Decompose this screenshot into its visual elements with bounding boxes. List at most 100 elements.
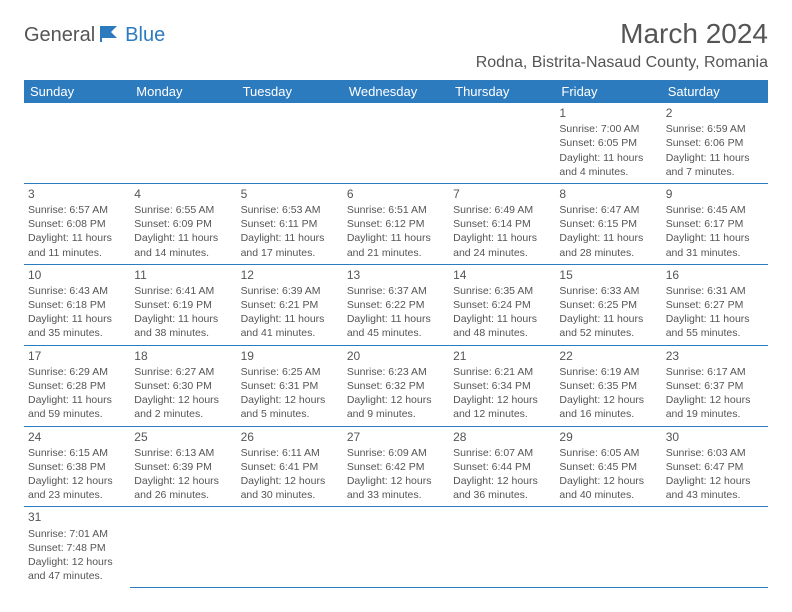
sunrise-text: Sunrise: 6:33 AM — [559, 284, 657, 298]
calendar-cell: 8Sunrise: 6:47 AMSunset: 6:15 PMDaylight… — [555, 183, 661, 264]
sunset-text: Sunset: 6:42 PM — [347, 460, 445, 474]
location-subtitle: Rodna, Bistrita-Nasaud County, Romania — [476, 54, 768, 72]
daylight-text: and 31 minutes. — [666, 246, 764, 260]
calendar-cell: 18Sunrise: 6:27 AMSunset: 6:30 PMDayligh… — [130, 345, 236, 426]
calendar-cell: 16Sunrise: 6:31 AMSunset: 6:27 PMDayligh… — [662, 264, 768, 345]
daylight-text: Daylight: 11 hours — [559, 231, 657, 245]
day-number: 3 — [28, 186, 126, 202]
calendar-row: 31Sunrise: 7:01 AMSunset: 7:48 PMDayligh… — [24, 507, 768, 587]
day-number: 16 — [666, 267, 764, 283]
logo-text-blue: Blue — [125, 24, 165, 47]
daylight-text: Daylight: 11 hours — [241, 231, 339, 245]
daylight-text: Daylight: 11 hours — [134, 231, 232, 245]
sunset-text: Sunset: 6:14 PM — [453, 217, 551, 231]
calendar-cell: 22Sunrise: 6:19 AMSunset: 6:35 PMDayligh… — [555, 345, 661, 426]
daylight-text: Daylight: 11 hours — [666, 312, 764, 326]
day-number: 9 — [666, 186, 764, 202]
sunrise-text: Sunrise: 6:35 AM — [453, 284, 551, 298]
daylight-text: and 23 minutes. — [28, 488, 126, 502]
daylight-text: Daylight: 12 hours — [666, 393, 764, 407]
logo: General Blue — [24, 18, 165, 47]
daylight-text: and 21 minutes. — [347, 246, 445, 260]
day-number: 1 — [559, 105, 657, 121]
daylight-text: Daylight: 12 hours — [347, 474, 445, 488]
calendar-cell: 4Sunrise: 6:55 AMSunset: 6:09 PMDaylight… — [130, 183, 236, 264]
daylight-text: Daylight: 11 hours — [347, 231, 445, 245]
day-number: 17 — [28, 348, 126, 364]
day-number: 30 — [666, 429, 764, 445]
sunrise-text: Sunrise: 6:25 AM — [241, 365, 339, 379]
calendar-head: Sunday Monday Tuesday Wednesday Thursday… — [24, 80, 768, 103]
calendar-cell: 2Sunrise: 6:59 AMSunset: 6:06 PMDaylight… — [662, 103, 768, 183]
daylight-text: and 38 minutes. — [134, 326, 232, 340]
day-number: 29 — [559, 429, 657, 445]
sunrise-text: Sunrise: 6:17 AM — [666, 365, 764, 379]
sunrise-text: Sunrise: 7:00 AM — [559, 122, 657, 136]
daylight-text: Daylight: 11 hours — [28, 393, 126, 407]
sunrise-text: Sunrise: 6:13 AM — [134, 446, 232, 460]
calendar-cell — [555, 507, 661, 587]
title-block: March 2024 Rodna, Bistrita-Nasaud County… — [476, 18, 768, 72]
calendar-cell: 24Sunrise: 6:15 AMSunset: 6:38 PMDayligh… — [24, 426, 130, 507]
calendar-cell — [237, 507, 343, 587]
calendar-cell: 15Sunrise: 6:33 AMSunset: 6:25 PMDayligh… — [555, 264, 661, 345]
sunset-text: Sunset: 6:24 PM — [453, 298, 551, 312]
daylight-text: and 9 minutes. — [347, 407, 445, 421]
daylight-text: and 43 minutes. — [666, 488, 764, 502]
sunset-text: Sunset: 6:21 PM — [241, 298, 339, 312]
calendar-cell: 27Sunrise: 6:09 AMSunset: 6:42 PMDayligh… — [343, 426, 449, 507]
sunrise-text: Sunrise: 6:23 AM — [347, 365, 445, 379]
col-thursday: Thursday — [449, 80, 555, 103]
sunrise-text: Sunrise: 6:59 AM — [666, 122, 764, 136]
sunset-text: Sunset: 6:35 PM — [559, 379, 657, 393]
calendar-cell: 31Sunrise: 7:01 AMSunset: 7:48 PMDayligh… — [24, 507, 130, 587]
sunset-text: Sunset: 6:09 PM — [134, 217, 232, 231]
sunrise-text: Sunrise: 6:39 AM — [241, 284, 339, 298]
sunset-text: Sunset: 6:18 PM — [28, 298, 126, 312]
sunset-text: Sunset: 6:15 PM — [559, 217, 657, 231]
sunrise-text: Sunrise: 6:55 AM — [134, 203, 232, 217]
sunset-text: Sunset: 6:47 PM — [666, 460, 764, 474]
daylight-text: and 12 minutes. — [453, 407, 551, 421]
sunrise-text: Sunrise: 6:31 AM — [666, 284, 764, 298]
day-number: 20 — [347, 348, 445, 364]
calendar-cell — [24, 103, 130, 183]
daylight-text: Daylight: 12 hours — [241, 474, 339, 488]
calendar-cell: 23Sunrise: 6:17 AMSunset: 6:37 PMDayligh… — [662, 345, 768, 426]
col-tuesday: Tuesday — [237, 80, 343, 103]
daylight-text: Daylight: 12 hours — [559, 474, 657, 488]
month-title: March 2024 — [476, 18, 768, 50]
day-number: 31 — [28, 509, 126, 525]
sunrise-text: Sunrise: 6:47 AM — [559, 203, 657, 217]
calendar-body: 1Sunrise: 7:00 AMSunset: 6:05 PMDaylight… — [24, 103, 768, 587]
sunset-text: Sunset: 6:34 PM — [453, 379, 551, 393]
sunrise-text: Sunrise: 6:09 AM — [347, 446, 445, 460]
day-number: 4 — [134, 186, 232, 202]
calendar-cell: 19Sunrise: 6:25 AMSunset: 6:31 PMDayligh… — [237, 345, 343, 426]
calendar-table: Sunday Monday Tuesday Wednesday Thursday… — [24, 80, 768, 588]
daylight-text: and 36 minutes. — [453, 488, 551, 502]
sunrise-text: Sunrise: 6:11 AM — [241, 446, 339, 460]
daylight-text: Daylight: 12 hours — [28, 555, 126, 569]
col-monday: Monday — [130, 80, 236, 103]
daylight-text: Daylight: 12 hours — [28, 474, 126, 488]
day-number: 10 — [28, 267, 126, 283]
daylight-text: Daylight: 12 hours — [134, 393, 232, 407]
daylight-text: and 40 minutes. — [559, 488, 657, 502]
col-friday: Friday — [555, 80, 661, 103]
sunset-text: Sunset: 6:22 PM — [347, 298, 445, 312]
daylight-text: Daylight: 12 hours — [134, 474, 232, 488]
daylight-text: Daylight: 12 hours — [559, 393, 657, 407]
sunset-text: Sunset: 6:38 PM — [28, 460, 126, 474]
calendar-cell: 1Sunrise: 7:00 AMSunset: 6:05 PMDaylight… — [555, 103, 661, 183]
sunrise-text: Sunrise: 6:29 AM — [28, 365, 126, 379]
daylight-text: Daylight: 11 hours — [347, 312, 445, 326]
daylight-text: Daylight: 12 hours — [241, 393, 339, 407]
daylight-text: and 30 minutes. — [241, 488, 339, 502]
daylight-text: and 4 minutes. — [559, 165, 657, 179]
col-saturday: Saturday — [662, 80, 768, 103]
sunrise-text: Sunrise: 6:57 AM — [28, 203, 126, 217]
day-number: 8 — [559, 186, 657, 202]
day-number: 21 — [453, 348, 551, 364]
daylight-text: and 52 minutes. — [559, 326, 657, 340]
